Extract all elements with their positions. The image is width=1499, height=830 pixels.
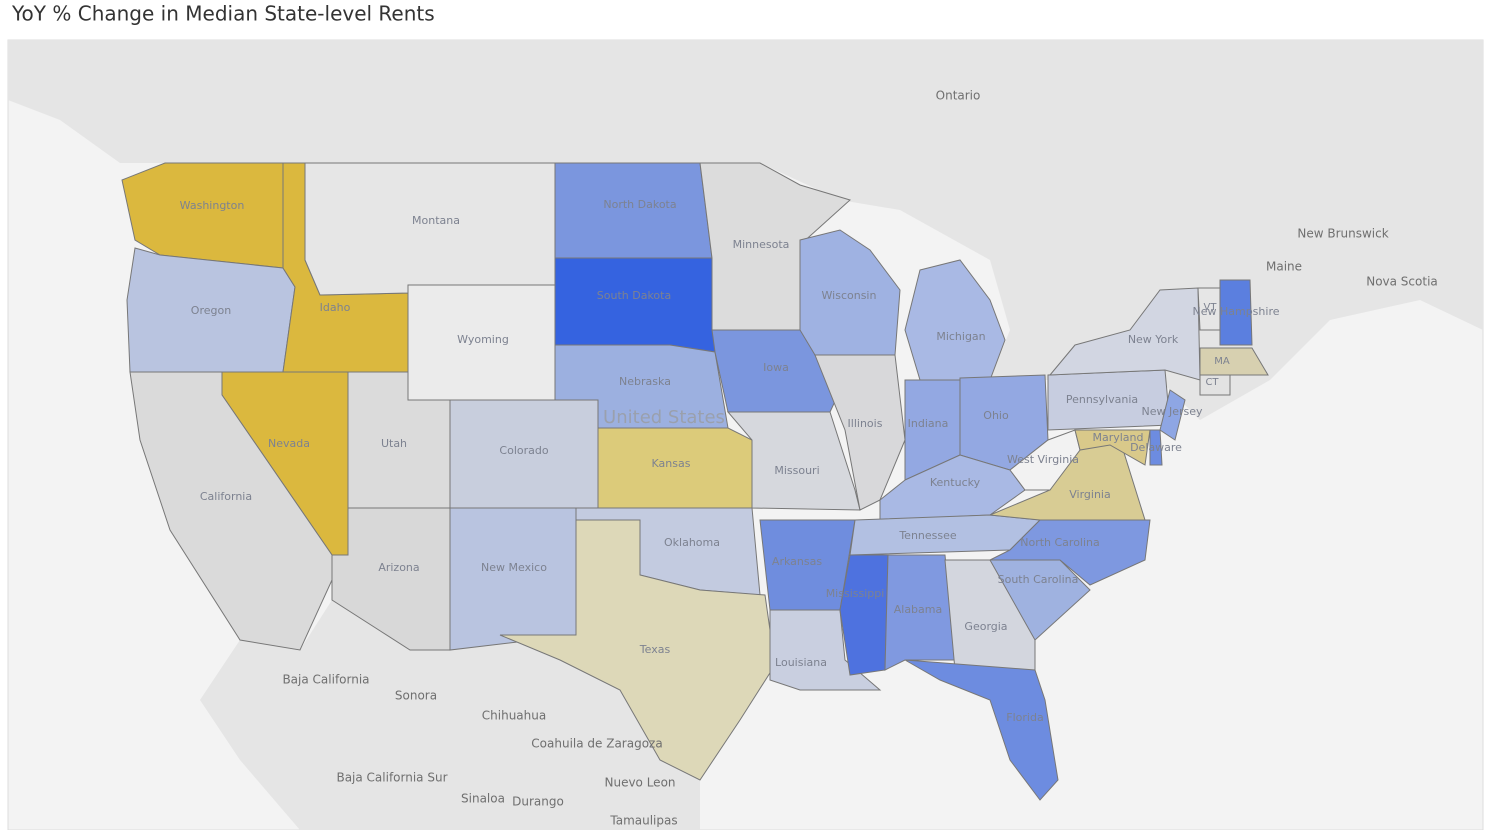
state-shape <box>129 371 333 651</box>
state-label: Kentucky <box>930 476 981 489</box>
state-label: South Dakota <box>597 289 671 302</box>
state-label: Maryland <box>1092 431 1143 444</box>
state-label: Wisconsin <box>822 289 877 302</box>
state-label: Alabama <box>894 603 943 616</box>
region-label: Maine <box>1266 260 1302 274</box>
region-label: Nova Scotia <box>1366 275 1438 289</box>
state-label: Illinois <box>848 417 883 430</box>
state-label: California <box>200 490 252 503</box>
state-label: New Hampshire <box>1192 305 1279 318</box>
state-shape <box>1199 347 1269 376</box>
state-label: Nebraska <box>619 375 671 388</box>
state-label: Kansas <box>652 457 691 470</box>
state-shape <box>1149 429 1163 466</box>
state-label: CT <box>1205 377 1219 388</box>
state-label: Tennessee <box>898 529 957 542</box>
states <box>121 162 1269 801</box>
state-label: West Virginia <box>1007 453 1079 466</box>
canada-land <box>8 40 1483 420</box>
state-label: North Carolina <box>1020 536 1100 549</box>
state-shape <box>1074 429 1151 466</box>
region-label: Sonora <box>395 689 437 703</box>
state-label: Iowa <box>763 361 789 374</box>
state-shape <box>499 519 776 781</box>
state-label: Texas <box>639 643 671 656</box>
state-label: Louisiana <box>775 656 827 669</box>
state-label: New Jersey <box>1141 405 1203 418</box>
state-shape <box>839 554 889 676</box>
region-label: Tamaulipas <box>609 814 677 828</box>
state-shape <box>904 659 1059 801</box>
title: YoY % Change in Median State-level Rents <box>11 2 435 26</box>
state-shape <box>554 257 716 353</box>
state-label: North Dakota <box>603 198 676 211</box>
state-shape <box>904 259 1006 381</box>
state-shape <box>799 229 901 356</box>
state-label: MA <box>1214 356 1230 367</box>
region-label: Ontario <box>936 89 981 103</box>
state-label: Virginia <box>1069 488 1110 501</box>
state-shape <box>304 162 556 296</box>
state-label: Nevada <box>268 437 310 450</box>
state-label: Washington <box>180 199 245 212</box>
state-label: Florida <box>1006 711 1043 724</box>
state-shape <box>1048 287 1201 381</box>
state-label: Ohio <box>983 409 1009 422</box>
state-label: Missouri <box>774 464 819 477</box>
state-label: Montana <box>412 214 460 227</box>
state-label: New York <box>1128 333 1179 346</box>
region-label: Baja California <box>282 673 369 687</box>
region-label: New Brunswick <box>1297 227 1388 241</box>
state-label: Colorado <box>499 444 548 457</box>
state-label: Indiana <box>908 417 949 430</box>
state-label: Minnesota <box>733 238 790 251</box>
state-shape <box>449 507 577 651</box>
state-label: VT <box>1204 302 1218 313</box>
region-label: Coahuila de Zaragoza <box>531 737 662 751</box>
state-label: Georgia <box>964 620 1007 633</box>
state-label: Idaho <box>320 301 351 314</box>
mexico-land <box>200 600 700 830</box>
state-shape <box>1159 389 1186 441</box>
state-label: Utah <box>381 437 407 450</box>
region-label: Chihuahua <box>482 709 546 723</box>
state-label: Mississippi <box>826 587 885 600</box>
region-label: Baja California Sur <box>336 771 447 785</box>
state-shape <box>884 554 956 671</box>
state-label: Wyoming <box>457 333 509 346</box>
state-label: Delaware <box>1130 441 1182 454</box>
state-label: Arkansas <box>772 555 822 568</box>
state-shape <box>1219 279 1253 346</box>
state-label: Oregon <box>191 304 231 317</box>
region-label: Durango <box>512 795 564 809</box>
labels: Washington Oregon Idaho Montana Wyoming North… <box>180 89 1438 828</box>
state-shape <box>1199 374 1231 396</box>
country-label: United States <box>603 407 725 428</box>
region-label: Sinaloa <box>461 792 505 806</box>
state-label: Pennsylvania <box>1066 393 1138 406</box>
region-label: Nuevo Leon <box>604 776 675 790</box>
state-label: South Carolina <box>998 573 1079 586</box>
state-label: Michigan <box>936 330 985 343</box>
state-label: New Mexico <box>481 561 547 574</box>
state-label: Arizona <box>378 561 419 574</box>
state-label: Oklahoma <box>664 536 720 549</box>
